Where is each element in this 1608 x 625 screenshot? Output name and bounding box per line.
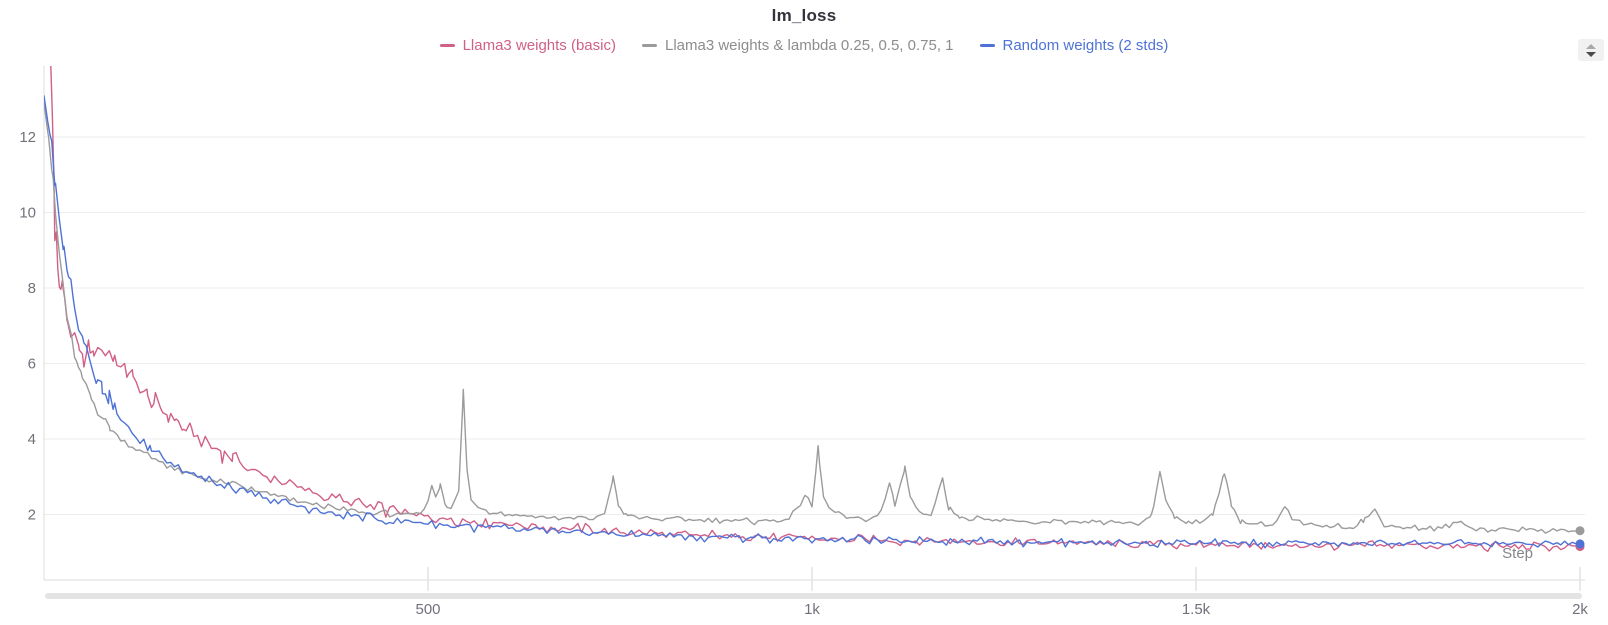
x-axis-title: Step: [1502, 545, 1533, 562]
legend-line-swatch: [641, 44, 657, 47]
legend-line-swatch: [979, 44, 995, 47]
panel-stepper-control[interactable]: [1578, 39, 1604, 61]
legend-item-1[interactable]: Llama3 weights & lambda 0.25, 0.5, 0.75,…: [641, 37, 954, 54]
legend-line-swatch: [439, 44, 455, 47]
series-line-0: [50, 66, 1581, 553]
series-line-2: [44, 95, 1581, 549]
chart-legend: Llama3 weights (basic) Llama3 weights & l…: [0, 37, 1608, 54]
series-end-dot-1: [1575, 526, 1585, 536]
series-group: [44, 66, 1585, 553]
y-tick-label: 4: [28, 431, 36, 448]
series-end-dot-2: [1575, 539, 1585, 549]
x-tick-label: 2k: [1572, 601, 1588, 618]
y-tick-label: 8: [28, 280, 36, 297]
chart-title: lm_loss: [771, 6, 837, 25]
legend-label: Llama3 weights (basic): [462, 37, 616, 54]
chevron-up-icon: [1586, 43, 1596, 49]
legend-label: Random weights (2 stds): [1002, 37, 1169, 54]
legend-item-0[interactable]: Llama3 weights (basic): [439, 37, 616, 54]
chevron-down-icon: [1586, 51, 1596, 57]
legend-item-2[interactable]: Random weights (2 stds): [979, 37, 1169, 54]
y-tick-label: 2: [28, 507, 36, 524]
y-tick-label: 10: [19, 205, 36, 222]
x-tick-label: 500: [415, 601, 440, 618]
x-axis-range-slider[interactable]: [45, 593, 1582, 599]
x-tick-label: 1.5k: [1182, 601, 1211, 618]
y-tick-label: 12: [19, 129, 36, 146]
series-line-1: [44, 102, 1581, 534]
legend-label: Llama3 weights & lambda 0.25, 0.5, 0.75,…: [664, 37, 954, 54]
x-tick-label: 1k: [804, 601, 820, 618]
y-tick-label: 6: [28, 356, 36, 373]
